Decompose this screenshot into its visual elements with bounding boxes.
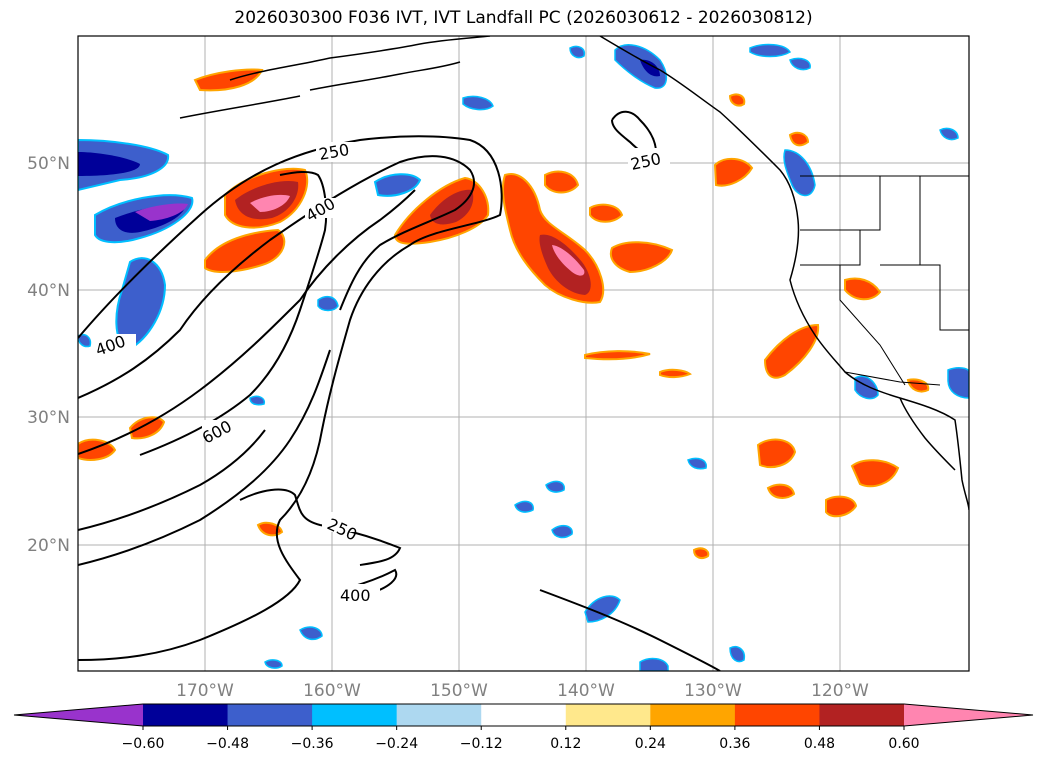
colorbar-segment [312, 704, 398, 726]
coastlines [179, 36, 969, 511]
colorbar-segment [396, 704, 482, 726]
colorbar-tick-label: 0.60 [888, 736, 919, 752]
colorbar-tick-label: 0.36 [719, 736, 750, 752]
colorbar-tick-label: −0.24 [375, 736, 418, 752]
colorbar-segment [227, 704, 313, 726]
political-borders [800, 175, 969, 386]
colorbar-tick-label: 0.48 [804, 736, 835, 752]
negative-pc-regions [78, 43, 969, 671]
contour-label-400-c: 400 [340, 586, 371, 605]
colorbar-tick-label: −0.60 [122, 736, 165, 752]
lon-label-120: 120°W [811, 681, 869, 701]
colorbar-segment [481, 704, 567, 726]
colorbar-tick-label: −0.48 [206, 736, 249, 752]
lon-label-150: 150°W [430, 681, 488, 701]
lon-label-170: 170°W [176, 681, 234, 701]
lon-label-140: 140°W [557, 681, 615, 701]
lat-label-30: 30°N [27, 408, 70, 428]
lat-label-20: 20°N [27, 536, 70, 556]
latitude-labels: 50°N 40°N 30°N 20°N [27, 154, 70, 556]
colorbar: −0.60 −0.48 −0.36 −0.24 −0.12 0.12 0.24 0.36 0.4… [13, 703, 1034, 752]
lat-label-40: 40°N [27, 281, 70, 301]
lon-label-130: 130°W [684, 681, 742, 701]
colorbar-tick-label: −0.36 [291, 736, 334, 752]
colorbar-tick-label: −0.12 [460, 736, 503, 752]
longitude-labels: 170°W 160°W 150°W 140°W 130°W 120°W [176, 681, 869, 701]
colorbar-segment [734, 704, 820, 726]
graticule [78, 36, 969, 671]
lat-label-50: 50°N [27, 154, 70, 174]
colorbar-segment [650, 704, 736, 726]
colorbar-tick-label: 0.24 [635, 736, 666, 752]
colorbar-extend-high [904, 704, 1033, 726]
colorbar-tick-label: 0.12 [550, 736, 581, 752]
colorbar-segment [143, 704, 229, 726]
colorbar-extend-low [14, 704, 143, 726]
map-title: 2026030300 F036 IVT, IVT Landfall PC (20… [234, 8, 813, 28]
map-frame [77, 35, 970, 672]
colorbar-segment [565, 704, 651, 726]
lon-label-160: 160°W [303, 681, 361, 701]
colorbar-segment [819, 704, 905, 726]
map-area: 250 400 250 400 600 250 400 [78, 36, 969, 671]
positive-pc-regions [78, 68, 930, 559]
contour-labels: 250 400 250 400 600 250 400 [93, 140, 670, 605]
